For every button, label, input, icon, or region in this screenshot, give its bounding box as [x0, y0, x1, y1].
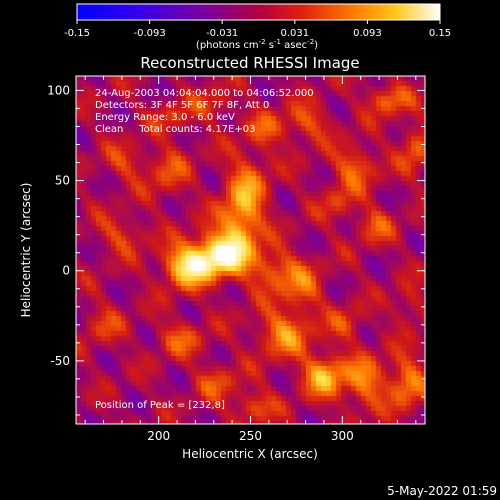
annotation-detectors: Detectors: 3F 4F 5F 6F 7F 8F, Att 0 [95, 100, 269, 111]
heatmap-image [76, 76, 425, 424]
x-tick-label: 200 [147, 429, 170, 443]
y-tick-label: 0 [62, 264, 70, 278]
footer-timestamp: 5-May-2022 01:59 [387, 484, 497, 498]
chart-title: Reconstructed RHESSI Image [140, 54, 359, 72]
annotation-block: 24-Aug-2003 04:04:04.000 to 04:06:52.000… [95, 88, 314, 135]
colorbar-tick-label: -0.15 [64, 28, 90, 39]
y-tick-label: 100 [47, 83, 70, 97]
colorbar-gradient [76, 3, 441, 21]
colorbar-tick-label: 0.031 [280, 28, 309, 39]
y-tick-label: -50 [50, 354, 70, 368]
annotation-peak: Position of Peak = [232,8] [95, 400, 225, 411]
colorbar-tick-label: 0.15 [429, 28, 451, 39]
annotation-time-range: 24-Aug-2003 04:04:04.000 to 04:06:52.000 [95, 88, 314, 99]
x-tick-label: 250 [239, 429, 262, 443]
colorbar-tick-label: -0.093 [133, 28, 165, 39]
axes: 200 250 300 -50 0 50 100 [47, 76, 425, 443]
colorbar-tick-label: 0.093 [353, 28, 382, 39]
annotation-energy: Energy Range: 3.0 - 6.0 keV [95, 112, 235, 123]
colorbar-units: (photons cm-2 s-1 asec-2) [196, 38, 318, 51]
x-tick-label: 300 [331, 429, 354, 443]
colorbar: -0.15 -0.093 -0.031 0.031 0.093 0.15 (photons… [64, 3, 451, 51]
annotation-clean: Clean Total counts: 4.17E+03 [95, 124, 255, 135]
y-axis-label: Heliocentric Y (arcsec) [19, 183, 33, 318]
colorbar-ticks: -0.15 -0.093 -0.031 0.031 0.093 0.15 [64, 20, 451, 39]
y-tick-label: 50 [55, 174, 70, 188]
colorbar-tick-label: -0.031 [206, 28, 238, 39]
x-axis-label: Heliocentric X (arcsec) [182, 447, 318, 461]
